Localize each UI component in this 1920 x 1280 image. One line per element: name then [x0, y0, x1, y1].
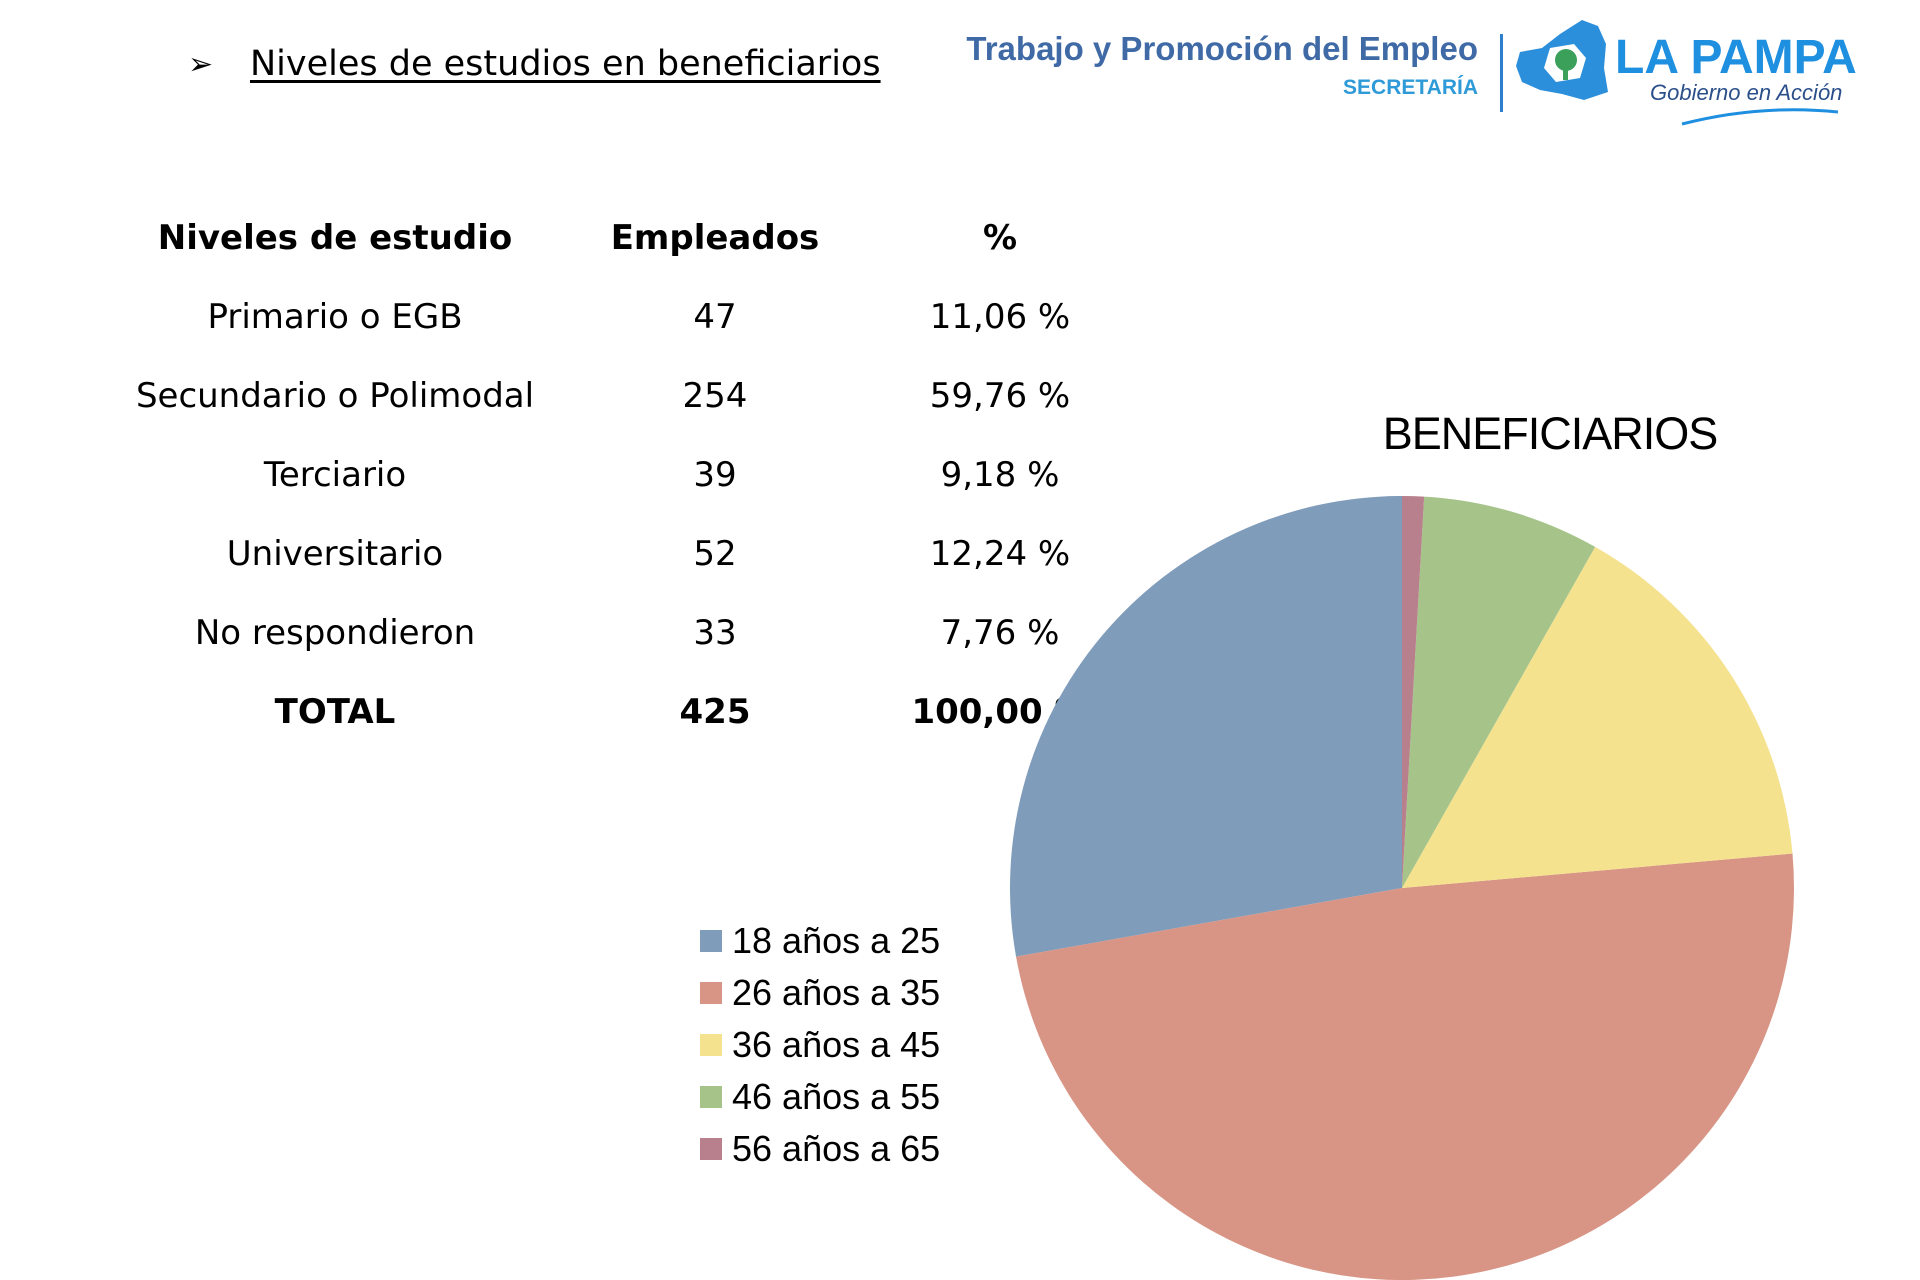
cell-level: Universitario: [226, 533, 444, 574]
total-label: TOTAL: [274, 691, 396, 732]
cell-employees: 52: [693, 533, 737, 574]
legend-item: 46 años a 55: [700, 1071, 940, 1123]
table-row: Secundario o Polimodal 254 59,76 %: [130, 356, 1110, 435]
province-map-icon: [1516, 20, 1608, 100]
table-total-row: TOTAL 425 100,00 %: [130, 672, 1110, 751]
legend-swatch: [700, 1086, 722, 1108]
cell-level: Terciario: [263, 454, 407, 495]
cell-percent: 11,06 %: [929, 296, 1071, 337]
logo-secretaria: SECRETARÍA: [1343, 76, 1478, 99]
legend-label: 26 años a 35: [732, 972, 941, 1013]
legend-label: 36 años a 45: [732, 1024, 941, 1065]
cell-level: Secundario o Polimodal: [135, 375, 535, 416]
logo-divider: [1500, 34, 1503, 112]
cell-percent: 9,18 %: [940, 454, 1060, 495]
chart-legend: 18 años a 25 26 años a 35 36 años a 45 46 a…: [700, 915, 940, 1175]
total-employees: 425: [679, 691, 751, 732]
cell-employees: 33: [693, 612, 737, 653]
table-row: Universitario 52 12,24 %: [130, 514, 1110, 593]
pie-slice-5: [1402, 496, 1425, 888]
government-logo: Trabajo y Promoción del Empleo SECRETARÍ…: [966, 12, 1900, 132]
cell-employees: 254: [682, 375, 748, 416]
header-percent: %: [982, 217, 1018, 258]
pie-slice-2: [1016, 853, 1794, 1280]
header-employees: Empleados: [610, 217, 820, 258]
legend-label: 18 años a 25: [732, 920, 941, 961]
legend-item: 36 años a 45: [700, 1019, 940, 1071]
table-row: No respondieron 33 7,76 %: [130, 593, 1110, 672]
cell-employees: 39: [693, 454, 737, 495]
legend-swatch: [700, 1138, 722, 1160]
legend-label: 56 años a 65: [732, 1128, 941, 1169]
pie-slice-3: [1402, 546, 1793, 888]
cell-percent: 12,24 %: [929, 533, 1071, 574]
logo-tagline: Gobierno en Acción: [1650, 80, 1843, 105]
cell-employees: 47: [693, 296, 737, 337]
legend-swatch: [700, 930, 722, 952]
cell-percent: 7,76 %: [940, 612, 1060, 653]
header-level: Niveles de estudio: [157, 217, 513, 258]
legend-item: 18 años a 25: [700, 915, 940, 967]
cell-level: No respondieron: [194, 612, 476, 653]
legend-item: 56 años a 65: [700, 1123, 940, 1175]
cell-level: Primario o EGB: [207, 296, 463, 337]
logo-brand: LA PAMPA: [1615, 31, 1857, 84]
cell-percent: 59,76 %: [929, 375, 1071, 416]
table-row: Primario o EGB 47 11,06 %: [130, 277, 1110, 356]
pie-slice-1: [1010, 496, 1402, 957]
pie-slice-4: [1402, 496, 1596, 888]
logo-ministry-name: Trabajo y Promoción del Empleo: [966, 30, 1478, 67]
legend-label: 46 años a 55: [732, 1076, 941, 1117]
table-row: Terciario 39 9,18 %: [130, 435, 1110, 514]
chart-title: BENEFICIARIOS: [1382, 408, 1719, 459]
table-header-row: Niveles de estudio Empleados %: [130, 198, 1110, 277]
legend-swatch: [700, 982, 722, 1004]
logo-swoosh: [1681, 108, 1839, 126]
slide-title: Niveles de estudios en beneficiarios: [250, 44, 881, 84]
arrow-bullet-icon: ➢: [188, 46, 214, 82]
slide-heading: ➢ Niveles de estudios en beneficiarios: [188, 42, 881, 86]
legend-item: 26 años a 35: [700, 967, 940, 1019]
education-levels-table: Niveles de estudio Empleados % Primario …: [130, 198, 1110, 751]
legend-swatch: [700, 1034, 722, 1056]
